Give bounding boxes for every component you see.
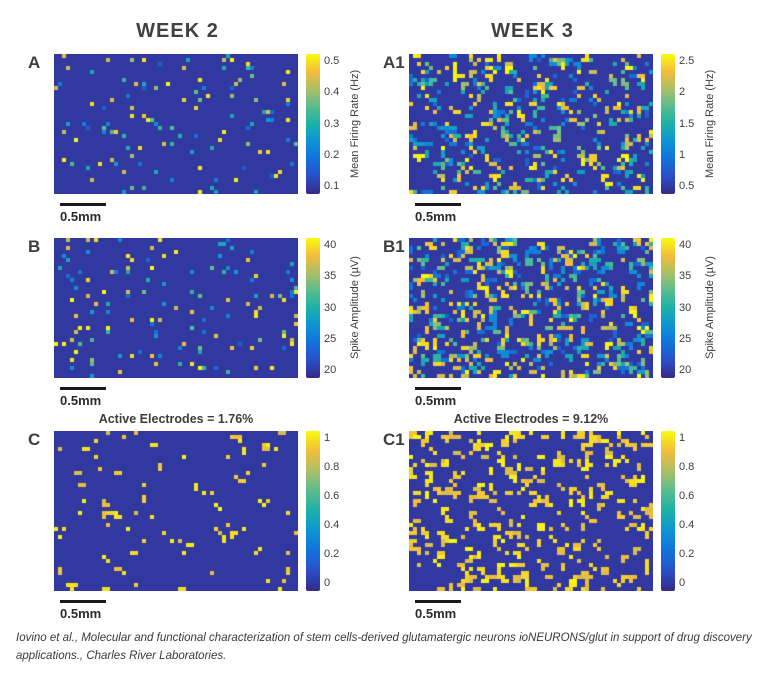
scale-bar-line [415,203,461,206]
colorbar-label-a: Mean Firing Rate (Hz) [349,69,361,179]
scale-bar-c: 0.5mm [60,600,383,621]
heatmap-a1 [409,54,653,194]
scale-bar-a1: 0.5mm [415,203,738,224]
colorbar-tick-label: 0 [679,577,686,589]
scale-bar-line [60,387,106,390]
colorbar-tick-label: 0.1 [324,180,340,192]
scale-bar-line [60,600,106,603]
colorbar-wrap-a1: 2.5 2 1.5 1 0.5 Mean Firing Rate (Hz) [661,54,716,194]
heatmap-b [54,238,298,378]
colorbar-a [306,54,320,194]
colorbar-label-b: Spike Amplitude (µV) [349,256,361,360]
colorbar-ticks-c: 1 0.8 0.6 0.4 0.2 0 [324,431,348,591]
colorbar-wrap-c1: 1 0.8 0.6 0.4 0.2 0 [661,431,704,591]
heatmap-b1 [409,238,653,378]
colorbar-tick-label: 0.4 [324,519,340,531]
colorbar-tick-label: 0 [324,577,331,589]
colorbar-tick-label: 25 [679,332,692,345]
panel-b: B 40 35 30 25 20 Spike Amplitude (µV) 0.5mm [28,238,383,408]
panel-c-title: Active Electrodes = 1.76% [98,412,254,426]
colorbar-tick-label: 20 [679,364,692,376]
colorbar-tick-label: 0.5 [679,180,695,192]
colorbar-tick-label: 20 [324,364,337,376]
colorbar-tick-label: 2.5 [679,55,695,67]
colorbar-tick-label: 40 [679,239,692,251]
colorbar-b1 [661,238,675,378]
colorbar-tick-label: 0.8 [324,461,340,473]
colorbar-tick-label: 1 [679,148,686,161]
colorbar-ticks-a1: 2.5 2 1.5 1 0.5 [679,54,703,194]
scale-bar-c1: 0.5mm [415,600,738,621]
colorbar-tick-label: 1.5 [679,117,695,130]
colorbar-tick-label: 0.4 [679,519,695,531]
colorbar-ticks-b: 40 35 30 25 20 [324,238,348,378]
colorbar-tick-label: 0.5 [324,55,340,67]
colorbar-tick-label: 1 [324,432,331,444]
colorbar-tick-label: 0.4 [324,86,340,99]
colorbar-tick-label: 0.8 [679,461,695,473]
scale-bar-text: 0.5mm [415,606,457,621]
column-header-week3: WEEK 3 [491,20,574,42]
colorbar-tick-label: 30 [679,301,692,314]
colorbar-wrap-c: 1 0.8 0.6 0.4 0.2 0 [306,431,349,591]
scale-bar-text: 0.5mm [60,606,102,621]
colorbar-ticks-c1: 1 0.8 0.6 0.4 0.2 0 [679,431,703,591]
colorbar-tick-label: 0.6 [679,490,695,502]
colorbar-tick-label: 2 [679,86,686,99]
scale-bar-text: 0.5mm [415,393,457,408]
heatmap-c [54,431,298,591]
scale-bar-text: 0.5mm [60,209,102,224]
colorbar-c1 [661,431,675,591]
colorbar-ticks-a: 0.5 0.4 0.3 0.2 0.1 [324,54,348,194]
colorbar-tick-label: 0.3 [324,117,340,130]
colorbar-tick-label: 35 [679,270,692,283]
panel-c1-letter: C1 [383,430,405,449]
colorbar-tick-label: 35 [324,270,337,283]
colorbar-c [306,431,320,591]
scale-bar-line [60,203,106,206]
heatmap-c1 [409,431,653,591]
panel-c-letter: C [28,430,41,449]
panel-b1-letter: B1 [383,237,405,256]
colorbar-tick-label: 0.2 [679,548,695,560]
scale-bar-line [415,600,461,603]
colorbar-wrap-b1: 40 35 30 25 20 Spike Amplitude (µV) [661,238,716,378]
colorbar-tick-label: 0.2 [324,548,340,560]
scale-bar-line [415,387,461,390]
colorbar-tick-label: 1 [679,432,686,444]
colorbar-wrap-a: 0.5 0.4 0.3 0.2 0.1 Mean Firing Rate (Hz) [306,54,361,194]
figure-caption: Iovino et al., Molecular and functional … [16,632,752,662]
colorbar-tick-label: 40 [324,239,337,251]
colorbar-tick-label: 0.6 [324,490,340,502]
panel-a1-letter: A1 [383,53,405,72]
panel-a-letter: A [28,53,41,72]
scale-bar-b: 0.5mm [60,387,383,408]
panel-c1-title: Active Electrodes = 9.12% [453,412,609,426]
colorbar-ticks-b1: 40 35 30 25 20 [679,238,703,378]
colorbar-tick-label: 30 [324,301,337,314]
colorbar-wrap-b: 40 35 30 25 20 Spike Amplitude (µV) [306,238,361,378]
panel-a: A 0.5 0.4 0.3 0.2 0.1 Mean Firing Rate (Hz) … [28,54,383,224]
colorbar-tick-label: 0.2 [324,148,340,161]
scale-bar-b1: 0.5mm [415,387,738,408]
scale-bar-text: 0.5mm [415,209,457,224]
colorbar-label-a1: Mean Firing Rate (Hz) [704,69,716,179]
scale-bar-a: 0.5mm [60,203,383,224]
colorbar-b [306,238,320,378]
panel-b1: B1 40 35 30 25 20 Spike Amplitude (µV) 0.5mm [383,238,738,408]
panel-a1: A1 2.5 2 1.5 1 0.5 Mean Firing Rate (Hz) 0.5… [383,54,738,224]
scale-bar-text: 0.5mm [60,393,102,408]
panel-c: Active Electrodes = 1.76% C 1 0.8 0.6 0.4 0.… [28,412,383,621]
colorbar-label-b1: Spike Amplitude (µV) [704,256,716,360]
heatmap-a [54,54,298,194]
panel-c1: Active Electrodes = 9.12% C1 1 0.8 0.6 0.4 0… [383,412,738,621]
colorbar-a1 [661,54,675,194]
colorbar-tick-label: 25 [324,332,337,345]
panel-b-letter: B [28,237,41,256]
column-header-week2: WEEK 2 [136,20,219,42]
